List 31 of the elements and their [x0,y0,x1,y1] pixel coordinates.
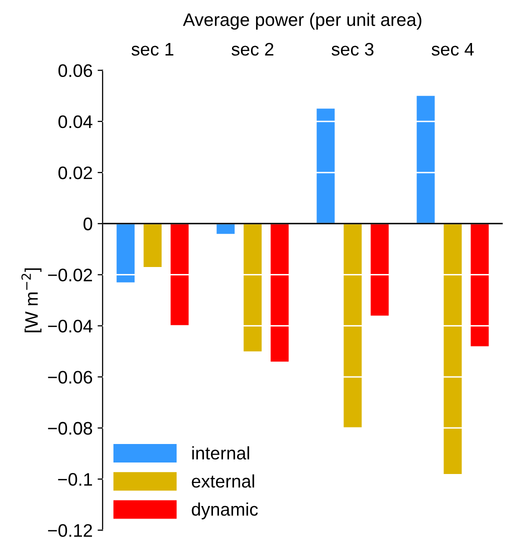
bar [470,224,489,346]
bar [244,224,262,352]
y-tick-label: −0.08 [48,422,92,435]
y-tick-label: −0.04 [48,320,92,333]
y-tick-label: 0.06 [58,64,92,78]
y-tick-label: −0.02 [48,268,92,282]
bar [370,224,389,316]
y-tick-label: −0.1 [58,473,92,486]
bar [144,224,162,268]
legend-label: internal [192,446,250,460]
y-tick-label: 0.02 [58,166,92,180]
x-tick-label: sec 2 [232,42,274,56]
y-tick-label: 0 [84,218,92,230]
bar [216,224,235,234]
y-tick-label: −0.12 [48,524,92,537]
legend-label: external [192,474,254,488]
x-tick-label: sec 1 [132,43,174,56]
y-tick-label: 0.04 [58,115,92,128]
bar [316,108,335,224]
bar [170,224,189,326]
bar [116,224,135,282]
y-axis-title: [W m$^{−2}$] [21,268,42,332]
x-tick-label: sec 4 [432,43,474,56]
y-tick-label: −0.06 [48,370,92,384]
bar [416,96,435,224]
bar [444,224,462,474]
bar [344,224,362,428]
chart-title: Average power (per unit area) [182,12,422,30]
legend-label: dynamic [192,502,258,520]
x-tick-label: sec 3 [332,42,374,56]
bar [270,224,289,362]
